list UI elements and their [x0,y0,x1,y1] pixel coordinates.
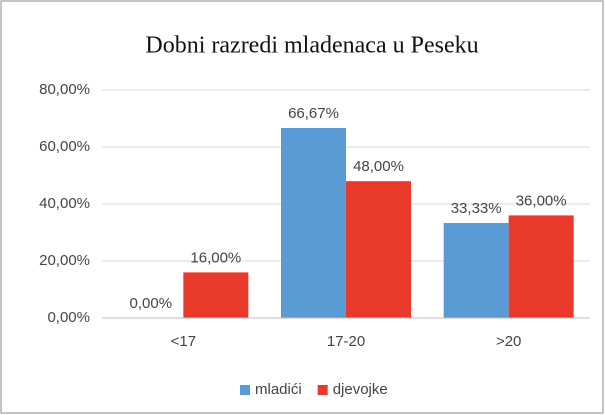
bar [183,272,249,318]
y-tick-label: 40,00% [39,195,90,212]
y-tick-label: 60,00% [39,138,90,155]
value-label: 16,00% [190,249,241,266]
y-tick-label: 0,00% [47,309,90,326]
value-label: 36,00% [516,192,567,209]
legend-swatch [240,385,250,395]
bar [346,181,411,318]
value-label: 0,00% [130,295,173,312]
bar [508,215,574,318]
x-tick-label: >20 [496,333,521,350]
y-tick-label: 20,00% [39,252,90,269]
legend-swatch [317,385,328,395]
value-label: 48,00% [353,158,404,175]
chart-title: Dobni razredi mladenaca u Peseku [145,33,478,59]
value-label: 33,33% [451,200,502,217]
x-tick-label: <17 [171,333,196,350]
legend-label: mladići [255,381,302,398]
bar [281,127,346,318]
y-tick-label: 80,00% [39,81,90,98]
legend-label: djevojke [333,381,388,398]
value-label: 66,67% [288,105,339,122]
x-tick-label: 17-20 [327,333,365,350]
bar [443,223,509,318]
